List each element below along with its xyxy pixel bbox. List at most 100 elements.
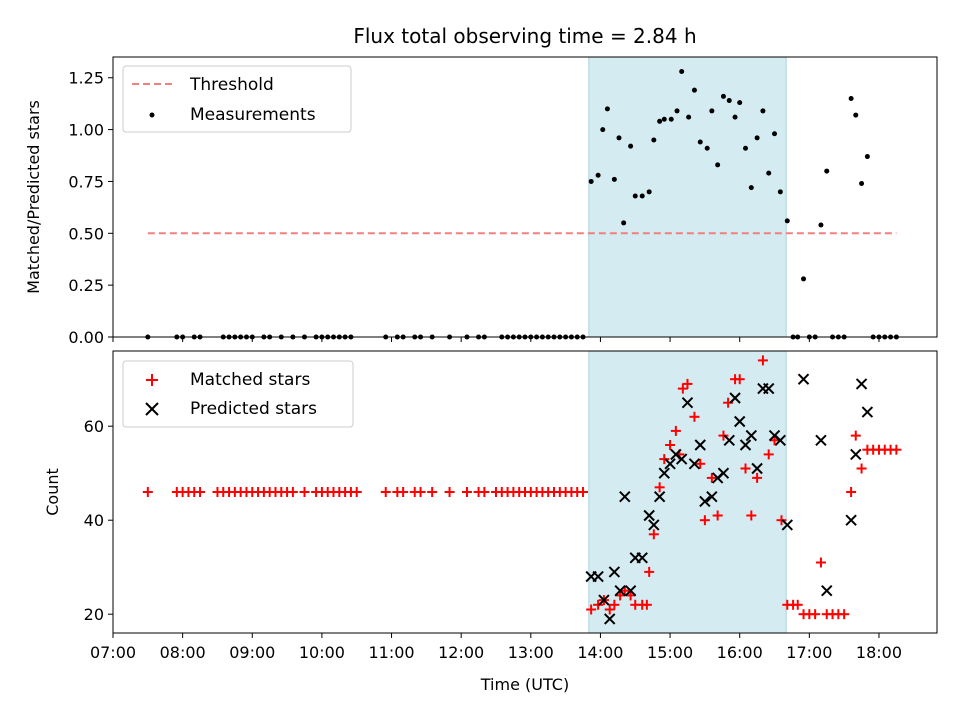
predicted-legend-label: Predicted stars <box>190 399 317 419</box>
measurement-point <box>651 137 657 143</box>
matched-star-point <box>593 599 604 610</box>
matched-star-point <box>641 599 652 610</box>
predicted-star-point <box>717 467 730 479</box>
measurements-legend-label: Measurements <box>190 105 316 125</box>
top-y-tick-label: 0.50 <box>68 224 104 243</box>
top-legend-box <box>122 65 352 133</box>
matched-star-point <box>689 411 700 422</box>
bottom-legend-box <box>122 360 354 428</box>
predicted-star-point <box>614 584 626 597</box>
matched-star-point <box>776 515 787 526</box>
predicted-star-point <box>592 570 604 583</box>
measurement-point <box>848 95 854 101</box>
measurement-point <box>679 69 685 75</box>
measurement-point <box>766 170 772 176</box>
top-panel-title: Flux total observing time = 2.84 h <box>353 24 696 48</box>
measurement-point <box>686 114 692 120</box>
matched-star-point <box>665 440 676 450</box>
bottom-y-tick-label: 60 <box>84 417 104 436</box>
matched-star-point <box>415 487 426 497</box>
matched-star-point <box>380 487 391 497</box>
measurement-point <box>632 193 638 199</box>
predicted-star-point <box>675 453 688 465</box>
bottom-x-tick-label: 18:00 <box>856 643 902 662</box>
matched-star-point <box>839 609 850 620</box>
measurement-point <box>639 193 645 199</box>
bottom-y-axis-label: Count <box>43 468 62 516</box>
measurement-point <box>784 218 790 224</box>
matched-star-point <box>578 487 589 497</box>
bottom-x-tick-label: 13:00 <box>508 643 554 662</box>
matched-star-point <box>659 454 670 465</box>
predicted-star-point <box>706 490 718 503</box>
predicted-star-point <box>729 392 741 404</box>
predicted-star-point <box>653 490 666 503</box>
threshold-legend-label: Threshold <box>189 75 274 95</box>
top-y-tick-label: 1.00 <box>68 121 104 140</box>
measurement-point <box>600 127 606 133</box>
matched-star-point <box>609 599 620 610</box>
measurement-point <box>588 178 594 184</box>
measurement-point <box>674 108 680 114</box>
bottom-x-tick-label: 12:00 <box>438 643 484 662</box>
matched-star-point <box>682 378 693 389</box>
bottom-y-tick-label: 40 <box>84 511 104 530</box>
measurement-point <box>737 100 743 106</box>
matched-star-point <box>706 472 717 483</box>
matched-star-point <box>461 487 472 497</box>
matched-star-point <box>195 487 206 497</box>
matched-star-point <box>479 487 490 497</box>
measurement-point <box>661 116 667 122</box>
bottom-x-tick-label: 08:00 <box>160 643 206 662</box>
matched-star-point <box>670 425 681 436</box>
bottom-plot-frame <box>112 350 938 634</box>
matched-star-point <box>763 449 774 460</box>
matched-legend-swatch <box>146 374 158 386</box>
matched-star-point <box>718 430 729 441</box>
measurement-point <box>720 93 726 99</box>
top-y-tick-label: 1.25 <box>68 69 104 88</box>
predicted-star-point <box>694 439 706 451</box>
measurement-point <box>604 106 610 112</box>
matched-star-point <box>850 430 861 441</box>
predicted-star-point <box>643 509 655 522</box>
matched-star-point <box>699 515 710 526</box>
measurement-point <box>732 114 738 120</box>
predicted-star-point <box>751 462 763 475</box>
matched-star-point <box>351 487 362 497</box>
predicted-star-point <box>619 490 631 503</box>
matched-star-point <box>299 487 310 497</box>
matched-star-point <box>654 482 665 493</box>
predicted-star-point <box>733 415 746 428</box>
predicted-star-point <box>781 519 793 531</box>
matched-star-point <box>644 566 655 577</box>
measurement-point <box>657 118 663 124</box>
measurement-point <box>824 168 830 174</box>
bottom-x-tick-label: 09:00 <box>229 643 275 662</box>
predicted-star-point <box>688 458 701 470</box>
measurement-point <box>772 131 778 137</box>
measurement-point <box>595 172 601 178</box>
matched-star-point <box>815 557 826 568</box>
bottom-x-tick-label: 11:00 <box>368 643 414 662</box>
measurement-point <box>859 181 865 187</box>
matched-star-point <box>677 383 688 394</box>
measurement-point <box>777 189 783 195</box>
measurement-point <box>611 176 617 182</box>
bottom-x-tick-label: 15:00 <box>647 643 693 662</box>
top-y-tick-label: 0.25 <box>68 276 104 295</box>
matched-star-point <box>856 463 867 474</box>
measurement-point <box>743 145 749 151</box>
predicted-star-point <box>797 373 810 385</box>
matched-star-point <box>142 487 153 497</box>
matched-star-point <box>398 487 409 497</box>
bottom-x-axis-label: Time (UTC) <box>480 675 569 694</box>
top-panel: 0.00 0.25 0.50 0.75 1.00 1.25 Matched/Predict… <box>24 56 938 347</box>
measurement-point <box>616 135 622 141</box>
predicted-star-point <box>636 552 648 564</box>
matched-legend-label: Matched stars <box>190 370 310 390</box>
bottom-highlight-span <box>588 350 787 634</box>
bottom-x-tick-label: 07:00 <box>90 643 136 662</box>
measurement-point <box>726 98 732 104</box>
measurement-point <box>760 108 766 114</box>
